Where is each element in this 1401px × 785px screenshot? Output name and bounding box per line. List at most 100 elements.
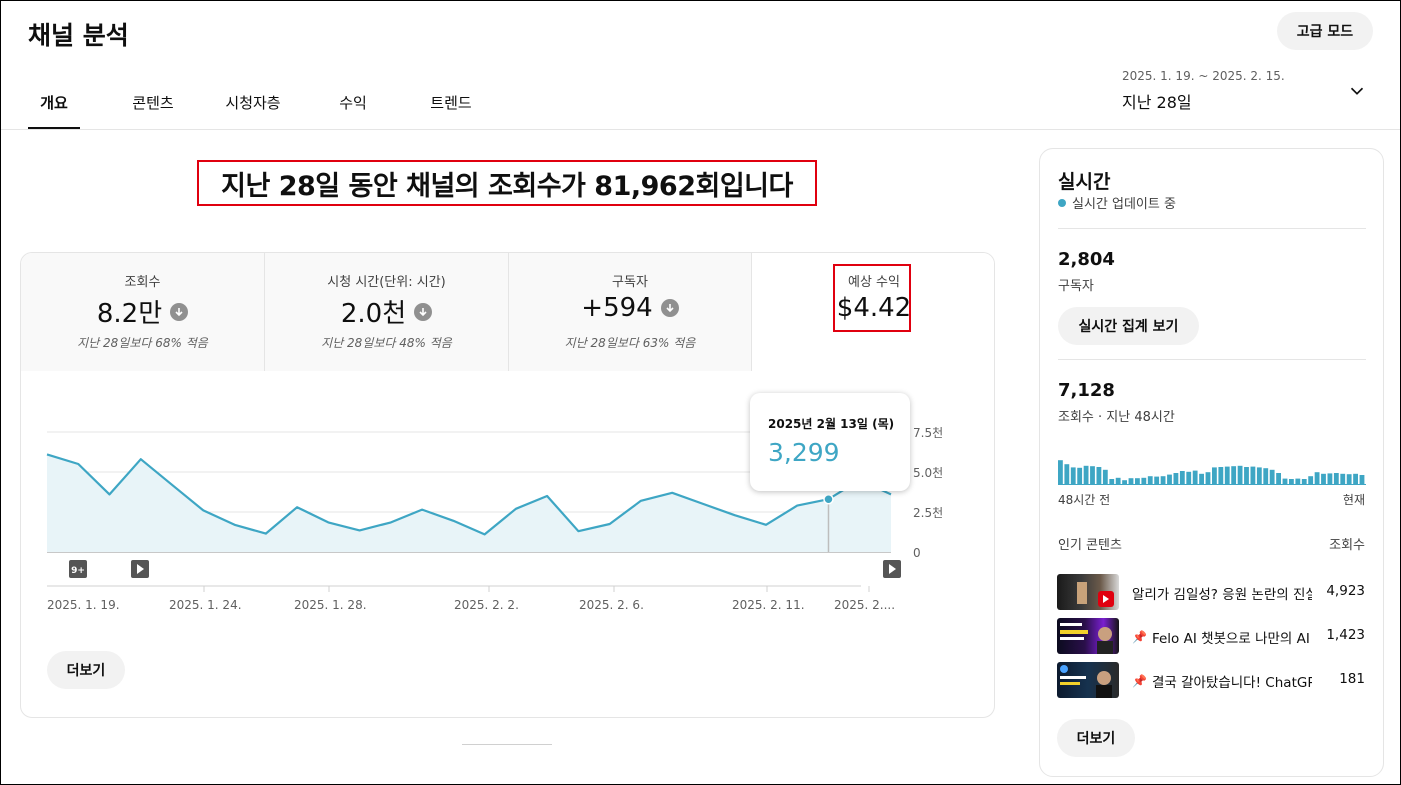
realtime-bar — [1083, 465, 1089, 485]
date-range-text: 2025. 1. 19. ~ 2025. 2. 15. — [1122, 69, 1285, 83]
date-period-label[interactable]: 지난 28일 — [1122, 93, 1192, 112]
x-tick-label: 2025. 1. 24. — [169, 598, 242, 612]
realtime-bar — [1102, 469, 1108, 485]
realtime-bar — [1295, 478, 1301, 485]
realtime-views-label: 조회수 · 지난 48시간 — [1058, 410, 1175, 425]
realtime-view-button[interactable]: 실시간 집계 보기 — [1058, 307, 1199, 345]
realtime-bar — [1205, 472, 1211, 485]
metric-comparison: 지난 28일보다 63% 적음 — [564, 336, 696, 350]
metric-value: 8.2만 — [96, 299, 163, 329]
header-divider — [1, 129, 1400, 130]
realtime-panel: 실시간 실시간 업데이트 중 2,804 구독자 실시간 집계 보기 7,128… — [1039, 148, 1384, 777]
metric-value: 2.0천 — [340, 299, 407, 329]
realtime-bar — [1256, 467, 1262, 485]
realtime-bar — [1090, 466, 1095, 485]
x-tick-label: 2025. 2. 2. — [454, 598, 519, 612]
top-content-label: 인기 콘텐츠 — [1058, 538, 1122, 553]
metric-value: +594 — [581, 293, 653, 323]
x-tick-label: 2025. 2.... — [834, 598, 895, 612]
list-item[interactable]: 📌 결국 갈아탔습니다! ChatGPT 181 — [1057, 662, 1367, 698]
realtime-bar — [1173, 473, 1179, 485]
metric-comparison: 지난 28일보다 68% 적음 — [77, 336, 208, 350]
content-views: 1,423 — [1326, 627, 1365, 643]
metric-watch-time[interactable]: 시청 시간(단위: 시간) 2.0천 지난 28일보다 48% 적음 — [265, 253, 508, 371]
content-title-text: 결국 갈아탔습니다! ChatGPT — [1151, 675, 1312, 691]
x-tick-label: 2025. 2. 11. — [732, 598, 805, 612]
realtime-bar — [1231, 466, 1237, 485]
realtime-bar — [1237, 465, 1243, 485]
more-button[interactable]: 더보기 — [47, 651, 125, 689]
realtime-status-text: 실시간 업데이트 중 — [1072, 197, 1176, 212]
list-item[interactable]: 알리가 김일성? 응원 논란의 진실 4,923 — [1057, 574, 1367, 610]
x-tick-label: 2025. 2. 6. — [579, 598, 644, 612]
realtime-more-button[interactable]: 더보기 — [1057, 719, 1135, 757]
divider — [1058, 228, 1366, 229]
realtime-bar — [1186, 471, 1192, 485]
realtime-bar — [1147, 476, 1153, 485]
marker-badge — [69, 560, 87, 578]
top-content-metric: 조회수 — [1329, 538, 1365, 553]
pin-icon: 📌 — [1132, 630, 1147, 644]
content-views: 181 — [1339, 671, 1365, 687]
tooltip-value: 3,299 — [768, 438, 840, 467]
realtime-status: 실시간 업데이트 중 — [1058, 193, 1176, 212]
revenue-highlight-box — [833, 264, 911, 332]
realtime-bar-chart[interactable] — [1058, 445, 1366, 485]
live-dot-icon — [1058, 198, 1066, 207]
metrics-card: 조회수 8.2만 지난 28일보다 68% 적음 시청 시간(단위: 시간) 2… — [20, 252, 995, 718]
realtime-bar — [1289, 479, 1294, 485]
metric-value-row: $4.42 — [752, 293, 994, 323]
page-title: 채널 분석 — [28, 21, 129, 50]
metric-estimated-revenue[interactable]: 예상 수익 $4.42 — [752, 253, 994, 371]
tooltip-date: 2025년 2월 13일 (목) — [768, 417, 895, 431]
series-line — [46, 453, 892, 536]
views-line-chart[interactable]: 7.5천 5.0천 2.5천 0 9+ 2025. 1. 19. 2025. 1. 24. 2… — [21, 371, 995, 621]
hover-point — [823, 493, 834, 505]
tab-audience[interactable]: 시청자층 — [225, 94, 281, 112]
realtime-bar — [1314, 472, 1320, 485]
metric-label: 구독자 — [612, 275, 648, 290]
metric-value: $4.42 — [836, 293, 912, 323]
metric-views[interactable]: 조회수 8.2만 지난 28일보다 68% 적음 — [21, 253, 264, 371]
realtime-bar — [1135, 478, 1140, 485]
metric-value-row: 8.2만 — [21, 293, 264, 330]
realtime-bar — [1160, 476, 1166, 485]
realtime-bar — [1218, 467, 1224, 485]
metric-comparison: 지난 28일보다 48% 적음 — [321, 336, 452, 350]
metric-subscribers[interactable]: 구독자 +594 지난 28일보다 63% 적음 — [509, 253, 751, 371]
divider-line — [462, 744, 552, 745]
pin-icon: 📌 — [1132, 674, 1147, 688]
y-tick-label: 7.5천 — [913, 425, 943, 440]
bar-axis-start: 48시간 전 — [1058, 493, 1111, 507]
advanced-mode-button[interactable]: 고급 모드 — [1277, 12, 1373, 50]
realtime-bar — [1179, 471, 1185, 485]
area-fill — [47, 454, 891, 552]
chevron-down-icon[interactable] — [1346, 80, 1368, 102]
content-title: 📌 결국 갈아탔습니다! ChatGPT — [1132, 671, 1312, 691]
list-item[interactable]: 📌 Felo AI 챗봇으로 나만의 AI 어시스턴트 1,423 — [1057, 618, 1367, 654]
realtime-bar — [1058, 460, 1063, 485]
realtime-bar — [1269, 469, 1275, 485]
realtime-bar — [1359, 475, 1365, 485]
tab-overview[interactable]: 개요 — [28, 80, 80, 130]
play-icon — [137, 564, 144, 574]
x-tick-label: 2025. 1. 19. — [47, 598, 120, 612]
realtime-bar — [1301, 479, 1307, 485]
realtime-bar — [1167, 474, 1172, 485]
realtime-views: 7,128 — [1058, 380, 1115, 401]
realtime-bar — [1122, 480, 1127, 485]
y-tick-label: 2.5천 — [913, 505, 943, 520]
realtime-bar — [1141, 477, 1147, 485]
arrow-down-icon — [660, 299, 679, 317]
tab-content[interactable]: 콘텐츠 — [132, 94, 174, 112]
arrow-down-icon — [170, 302, 189, 321]
realtime-subscribers: 2,804 — [1058, 249, 1115, 270]
realtime-title: 실시간 — [1058, 171, 1111, 193]
tab-trends[interactable]: 트렌드 — [430, 94, 472, 112]
realtime-bar — [1308, 476, 1314, 485]
realtime-bar — [1327, 473, 1333, 485]
content-title: 📌 Felo AI 챗봇으로 나만의 AI 어시스턴트 — [1132, 627, 1312, 647]
divider — [1058, 359, 1366, 360]
tab-revenue[interactable]: 수익 — [339, 94, 367, 112]
realtime-bar — [1077, 467, 1083, 485]
